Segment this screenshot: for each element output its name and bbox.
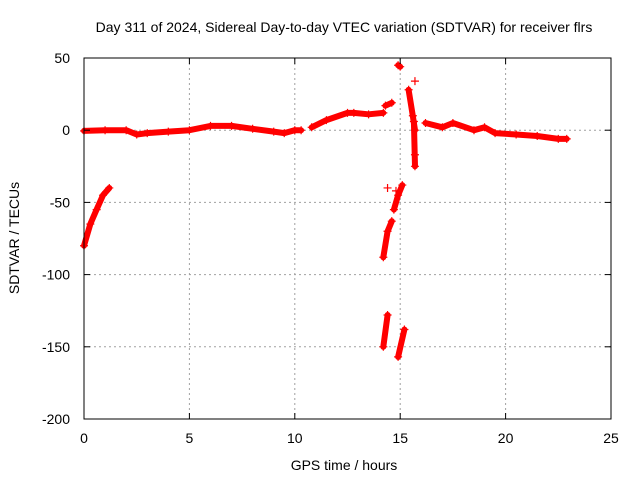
data-trace	[380, 312, 391, 350]
data-point	[101, 126, 110, 135]
data-point	[410, 77, 419, 86]
y-tick-label: -150	[42, 339, 70, 355]
data-point	[297, 126, 306, 135]
x-tick-label: 25	[603, 430, 619, 446]
data-point	[86, 220, 95, 229]
data-point	[410, 162, 419, 171]
x-tick-label: 10	[287, 430, 303, 446]
y-tick-label: -50	[50, 194, 70, 210]
x-tick-label: 15	[392, 430, 408, 446]
data-point	[387, 217, 396, 226]
data-point	[533, 131, 542, 140]
data-trace	[422, 120, 570, 142]
grid-layer	[84, 58, 611, 419]
data-point	[307, 123, 316, 132]
data-point	[381, 101, 390, 110]
data-point	[394, 352, 403, 361]
data-point	[383, 311, 392, 320]
data-point	[164, 127, 173, 136]
data-point	[105, 183, 114, 192]
data-point	[512, 130, 521, 139]
data-trace	[395, 326, 408, 360]
x-tick-label: 20	[498, 430, 514, 446]
data-point	[387, 98, 396, 107]
data-point	[391, 186, 400, 195]
x-tick-label: 5	[186, 430, 194, 446]
data-point	[364, 110, 373, 119]
data-point	[438, 123, 447, 132]
y-tick-label: 50	[54, 50, 70, 66]
data-point	[132, 130, 141, 139]
data-point	[383, 227, 392, 236]
data-point	[400, 325, 409, 334]
data-point	[143, 129, 152, 138]
x-tick-label: 0	[80, 430, 88, 446]
data-trace	[410, 118, 418, 170]
data-point	[469, 126, 478, 135]
data-point	[98, 191, 107, 200]
tick-layer: 0 5 10 15 20 25 -200 -150 -100 -50 0 50	[42, 50, 619, 446]
data-point	[562, 134, 571, 143]
data-point	[379, 342, 388, 351]
data-trace	[380, 218, 395, 261]
data-point	[280, 129, 289, 138]
data-point	[404, 85, 413, 94]
data-point	[408, 111, 417, 120]
data-point	[185, 126, 194, 135]
data-point	[389, 205, 398, 214]
data-point	[349, 108, 358, 117]
data-point	[269, 127, 278, 136]
data-layer	[80, 61, 571, 361]
data-point	[379, 108, 388, 117]
data-point	[227, 121, 236, 130]
plot-frame	[83, 57, 612, 420]
data-point	[322, 116, 331, 125]
data-point	[480, 123, 489, 132]
data-point	[383, 183, 392, 192]
y-axis-title: SDTVAR / TECUs	[6, 182, 22, 294]
data-point	[398, 181, 407, 190]
data-point	[491, 129, 500, 138]
y-tick-label: 0	[62, 122, 70, 138]
data-point	[379, 253, 388, 262]
x-axis-title: GPS time / hours	[291, 457, 398, 473]
data-point	[554, 134, 563, 143]
data-point	[410, 150, 419, 159]
data-point	[248, 124, 257, 133]
data-point	[122, 126, 131, 135]
data-point	[92, 205, 101, 214]
data-trace	[81, 185, 113, 249]
data-point	[394, 191, 403, 200]
y-tick-label: -200	[42, 411, 70, 427]
chart-title: Day 311 of 2024, Sidereal Day-to-day VTE…	[96, 19, 593, 35]
y-tick-label: -100	[42, 267, 70, 283]
data-point	[206, 121, 215, 130]
data-point	[409, 117, 418, 126]
data-point	[421, 118, 430, 127]
data-point	[448, 118, 457, 127]
